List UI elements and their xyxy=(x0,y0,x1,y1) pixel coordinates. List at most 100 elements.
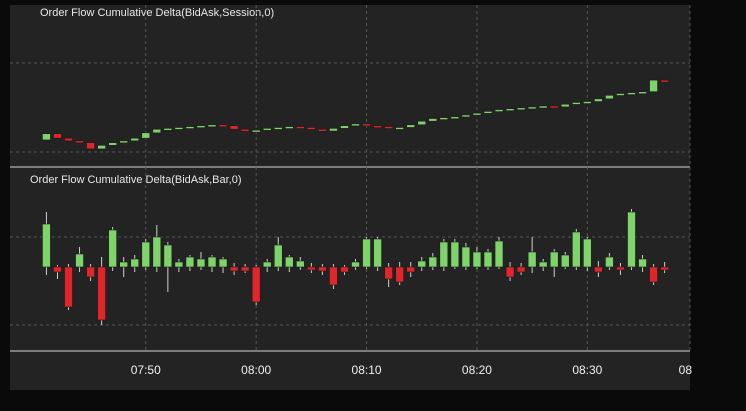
candle-body xyxy=(450,116,460,120)
candle-body xyxy=(262,128,272,131)
candle-body xyxy=(262,261,272,268)
candle-body xyxy=(660,266,669,271)
candle-body xyxy=(505,108,515,111)
candle-body xyxy=(527,106,537,110)
candle-body xyxy=(174,127,184,130)
candle-body xyxy=(218,258,228,268)
candle-body xyxy=(42,223,51,268)
panel-title: Order Flow Cumulative Delta(BidAsk,Bar,0… xyxy=(30,174,242,186)
candle-body xyxy=(472,112,482,116)
candle-body xyxy=(605,256,614,268)
candle-body xyxy=(329,266,338,286)
candle-body xyxy=(594,98,603,102)
candle-body xyxy=(549,251,559,268)
candle-body xyxy=(461,246,471,268)
candle-body xyxy=(240,128,250,132)
candle-body xyxy=(538,105,548,109)
candle-body xyxy=(616,266,625,271)
candle-body xyxy=(538,261,548,268)
candle-body xyxy=(472,251,482,268)
candle-body xyxy=(395,266,404,283)
candle-body xyxy=(384,266,393,280)
x-tick-label: 07:50 xyxy=(131,363,161,377)
candle-body xyxy=(417,120,427,126)
candle-body xyxy=(351,123,360,127)
candle-body xyxy=(318,128,327,132)
candle-body xyxy=(373,238,382,268)
candle-body xyxy=(141,241,151,268)
candle-body xyxy=(450,241,460,268)
candle-body xyxy=(163,128,173,131)
candle-body xyxy=(229,125,239,130)
candle-body xyxy=(494,240,504,268)
candle-body xyxy=(196,125,206,128)
candle-body xyxy=(196,258,206,268)
x-tick-label: 08:00 xyxy=(241,363,271,377)
candle-body xyxy=(307,127,316,130)
candle-body xyxy=(284,256,294,268)
candle-body xyxy=(384,126,393,129)
candle-body xyxy=(329,128,338,132)
candle-body xyxy=(483,111,493,114)
candle-body xyxy=(185,256,195,268)
candle-body xyxy=(638,258,647,268)
candle-body xyxy=(130,137,140,142)
candle-body xyxy=(516,266,526,273)
candle-body xyxy=(64,137,73,142)
candle-body xyxy=(560,254,570,268)
candle-body xyxy=(75,253,84,268)
candle-body xyxy=(64,266,73,308)
candle-body xyxy=(583,238,592,268)
candle-body xyxy=(649,79,658,93)
candle-body xyxy=(119,140,129,144)
candle-body xyxy=(638,91,647,95)
candle-body xyxy=(605,94,614,100)
candle-body xyxy=(251,266,261,303)
candle-body xyxy=(583,101,592,104)
candle-body xyxy=(185,126,195,129)
candle-body xyxy=(284,126,294,129)
candle-body xyxy=(53,266,62,273)
candle-body xyxy=(505,266,515,278)
candle-body xyxy=(395,127,404,130)
candle-body xyxy=(97,145,106,150)
candle-body xyxy=(417,260,427,268)
candle-body xyxy=(616,93,625,96)
candle-body xyxy=(75,140,84,144)
panel-title: Order Flow Cumulative Delta(BidAsk,Sessi… xyxy=(40,7,274,19)
candle-body xyxy=(130,258,140,268)
candle-body xyxy=(108,142,117,146)
candle-body xyxy=(428,256,438,268)
candle-body xyxy=(649,266,658,283)
candle-body xyxy=(296,126,305,129)
candle-body xyxy=(152,236,162,268)
candle-body xyxy=(307,266,316,271)
candle-body xyxy=(86,266,95,278)
candle-body xyxy=(207,124,217,128)
candle-body xyxy=(174,261,184,268)
candle-body xyxy=(340,266,349,273)
candle-body xyxy=(439,117,449,120)
candle-body xyxy=(627,92,636,95)
candle-body xyxy=(483,251,493,268)
candle-body xyxy=(428,118,438,122)
candle-body xyxy=(362,123,371,127)
candle-body xyxy=(240,266,250,272)
candle-body xyxy=(406,266,416,273)
candle-body xyxy=(251,129,261,133)
candle-body xyxy=(141,132,151,139)
candle-body xyxy=(207,256,217,268)
candle-body xyxy=(273,127,283,130)
candle-body xyxy=(351,261,360,268)
candle-body xyxy=(494,109,504,112)
candle-body xyxy=(318,266,327,272)
candle-body xyxy=(461,114,471,118)
candle-body xyxy=(660,79,669,83)
candle-body xyxy=(340,125,349,129)
candle-body xyxy=(86,142,95,150)
candle-body xyxy=(152,128,162,134)
candle-body xyxy=(571,231,581,268)
candle-body xyxy=(527,251,537,268)
